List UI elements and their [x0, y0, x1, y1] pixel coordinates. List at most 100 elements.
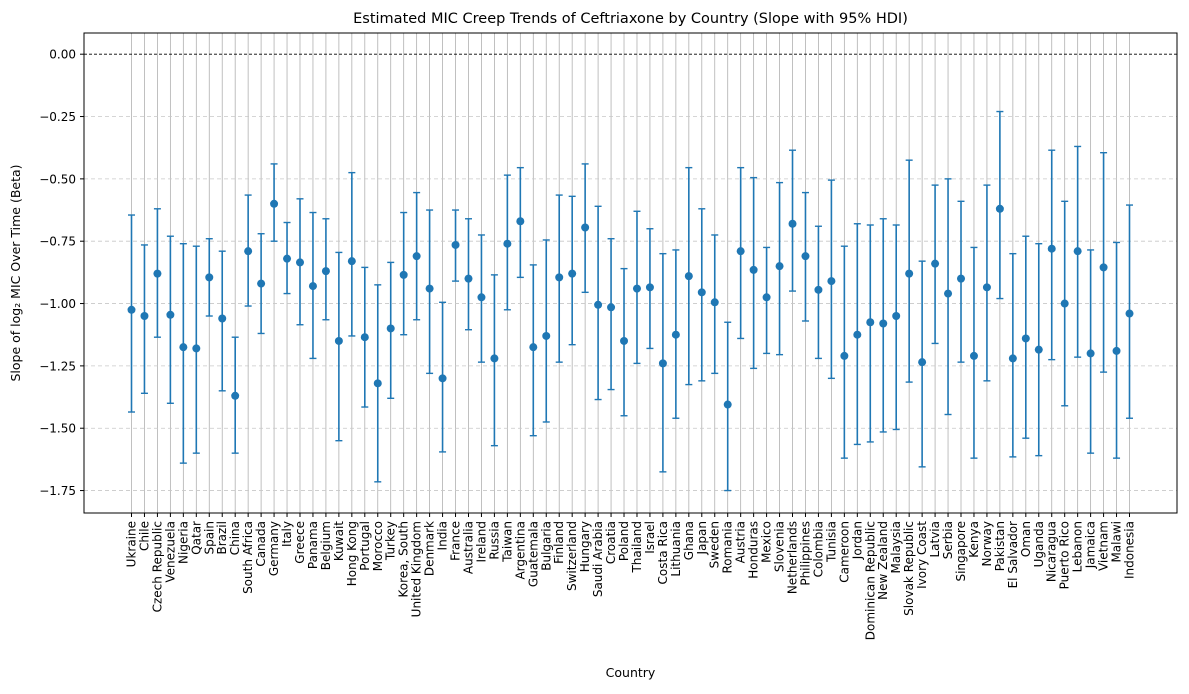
data-point [244, 247, 253, 256]
data-point [697, 288, 706, 297]
x-tick-label: Czech Republic [150, 521, 164, 612]
data-point [581, 223, 590, 232]
data-point [658, 359, 667, 368]
x-tick-label: Jordan [850, 521, 864, 560]
data-point [153, 269, 162, 278]
x-tick-label: Puerto Rico [1058, 521, 1072, 589]
y-tick-label: −0.25 [39, 110, 76, 124]
data-point [723, 400, 732, 409]
data-point [1060, 299, 1069, 308]
x-tick-label: Thailand [630, 521, 644, 574]
data-point [283, 254, 292, 263]
data-point [749, 265, 758, 274]
data-point [555, 273, 564, 282]
x-tick-label: Morocco [371, 521, 385, 571]
data-point [373, 379, 382, 388]
x-axis-label: Country [606, 665, 656, 680]
plot-frame [83, 32, 1178, 514]
y-tick-label: −1.25 [39, 359, 76, 373]
x-tick-label: Argentina [513, 521, 527, 580]
data-point [801, 252, 810, 261]
y-tick-label: −0.50 [39, 172, 76, 186]
data-point [451, 240, 460, 249]
x-tick-label: Honduras [747, 521, 761, 579]
y-axis-label: Slope of log₂ MIC Over Time (Beta) [8, 164, 23, 381]
data-point [762, 293, 771, 302]
x-tick-label: Malaysia [889, 521, 903, 573]
x-tick-label: Bulgaria [539, 521, 553, 571]
data-point [347, 257, 356, 266]
data-point [620, 336, 629, 345]
data-point [1125, 309, 1134, 318]
data-point [905, 269, 914, 278]
x-tick-label: Uganda [1032, 521, 1046, 567]
x-tick-label: South Africa [241, 521, 255, 594]
x-tick-label: United Kingdom [410, 521, 424, 617]
data-point [1073, 247, 1082, 256]
data-point [684, 272, 693, 281]
x-tick-label: Saudi Arabia [591, 521, 605, 597]
x-tick-label: Japan [695, 521, 709, 555]
data-point [516, 217, 525, 226]
x-tick-label: Lithuania [669, 521, 683, 577]
data-point [308, 282, 317, 291]
data-point [477, 293, 486, 302]
data-point [425, 284, 434, 293]
x-tick-label: Hong Kong [345, 521, 359, 586]
data-point [321, 267, 330, 276]
x-tick-label: Austria [734, 521, 748, 563]
x-tick-label: Korea, South [397, 521, 411, 598]
x-tick-label: Jamaica [1084, 521, 1098, 569]
x-tick-label: China [228, 521, 242, 555]
data-point [879, 319, 888, 328]
x-tick-label: Slovenia [773, 521, 787, 572]
x-tick-label: Greece [293, 521, 307, 564]
data-point [931, 259, 940, 268]
data-point [334, 336, 343, 345]
x-tick-label: Philippines [798, 521, 812, 586]
data-point [529, 343, 538, 352]
x-tick-label: France [449, 521, 463, 561]
x-tick-label: Cameroon [837, 521, 851, 583]
x-tick-label: Turkey [384, 521, 398, 561]
x-tick-label: Portugal [358, 521, 372, 571]
x-tick-label: Italy [280, 521, 294, 547]
y-tick-label: 0.00 [49, 48, 76, 62]
y-tick-label: −0.75 [39, 235, 76, 249]
x-tick-label: Serbia [941, 521, 955, 559]
x-tick-label: Israel [643, 521, 657, 554]
x-tick-label: Belgium [319, 521, 333, 570]
data-point [192, 344, 201, 353]
x-tick-label: Indonesia [1123, 521, 1137, 579]
x-tick-label: Russia [487, 521, 501, 560]
data-point [140, 312, 149, 321]
data-point [918, 358, 927, 367]
x-tick-label: Guatemala [526, 521, 540, 587]
data-point [866, 318, 875, 327]
data-point [607, 303, 616, 312]
data-point [1047, 244, 1056, 253]
data-point [775, 262, 784, 271]
data-point [736, 247, 745, 256]
data-point [957, 274, 966, 283]
x-tick-label: Romania [721, 521, 735, 573]
data-point [179, 343, 188, 352]
x-tick-label: Qatar [189, 521, 203, 555]
data-point [399, 270, 408, 279]
data-point [632, 284, 641, 293]
data-point [892, 312, 901, 321]
data-point [1086, 349, 1095, 358]
x-tick-label: Brazil [215, 521, 229, 555]
x-tick-label: Denmark [423, 521, 437, 576]
data-point [671, 330, 680, 339]
data-point [542, 331, 551, 340]
data-points [127, 199, 1134, 409]
data-point [270, 199, 279, 208]
x-tick-label: Norway [980, 521, 994, 567]
chart-title: Estimated MIC Creep Trends of Ceftriaxon… [353, 11, 908, 27]
y-axis-ticks: 0.00 −0.25 −0.50 −0.75 −1.00 −1.25 −1.50 −1.75 [39, 48, 84, 498]
x-tick-label: Sweden [708, 521, 722, 568]
data-point [840, 351, 849, 360]
